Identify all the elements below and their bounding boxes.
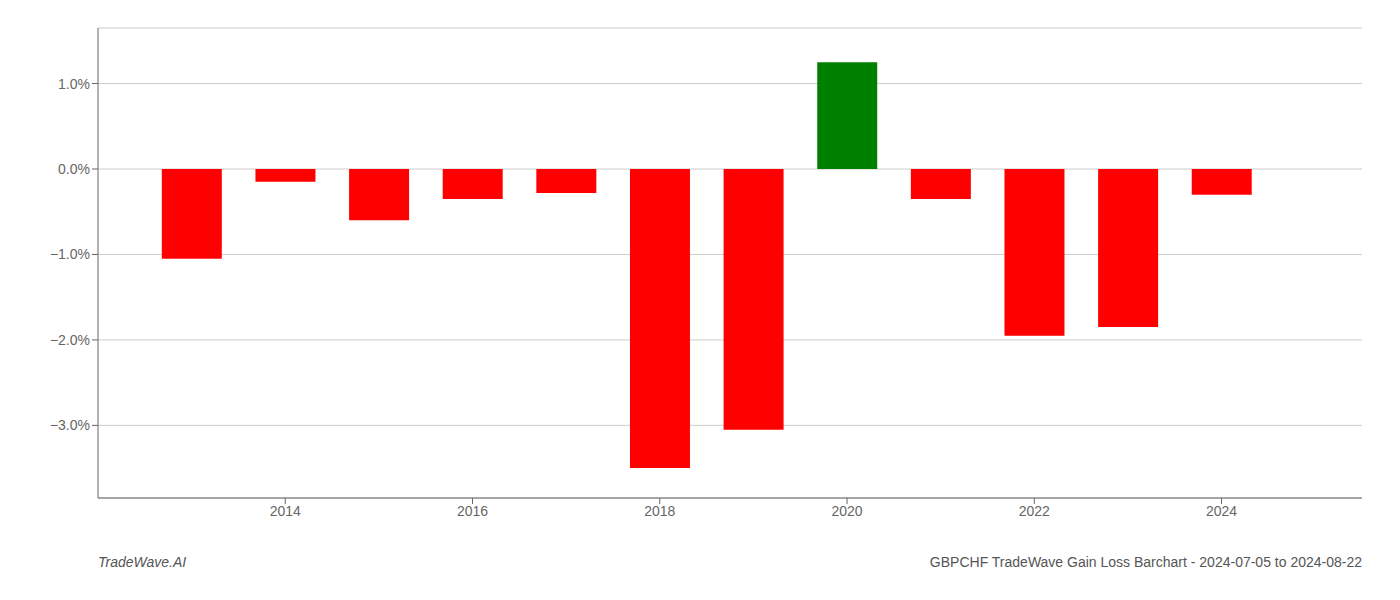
svg-text:2016: 2016 bbox=[457, 503, 488, 519]
svg-text:−2.0%: −2.0% bbox=[50, 332, 90, 348]
svg-text:2020: 2020 bbox=[831, 503, 862, 519]
html-text:TradeWave.AI: TradeWave.AI bbox=[98, 554, 187, 570]
html-text:GBPCHF TradeWave Gain Loss Bar: GBPCHF TradeWave Gain Loss Barchart - 20… bbox=[929, 554, 1362, 570]
svg-text:2022: 2022 bbox=[1019, 503, 1050, 519]
svg-text:2018: 2018 bbox=[644, 503, 675, 519]
svg-text:−3.0%: −3.0% bbox=[50, 417, 90, 433]
svg-text:1.0%: 1.0% bbox=[58, 76, 90, 92]
svg-text:2024: 2024 bbox=[1206, 503, 1237, 519]
svg-text:2014: 2014 bbox=[270, 503, 301, 519]
svg-text:−1.0%: −1.0% bbox=[50, 246, 90, 262]
svg-text:0.0%: 0.0% bbox=[58, 161, 90, 177]
